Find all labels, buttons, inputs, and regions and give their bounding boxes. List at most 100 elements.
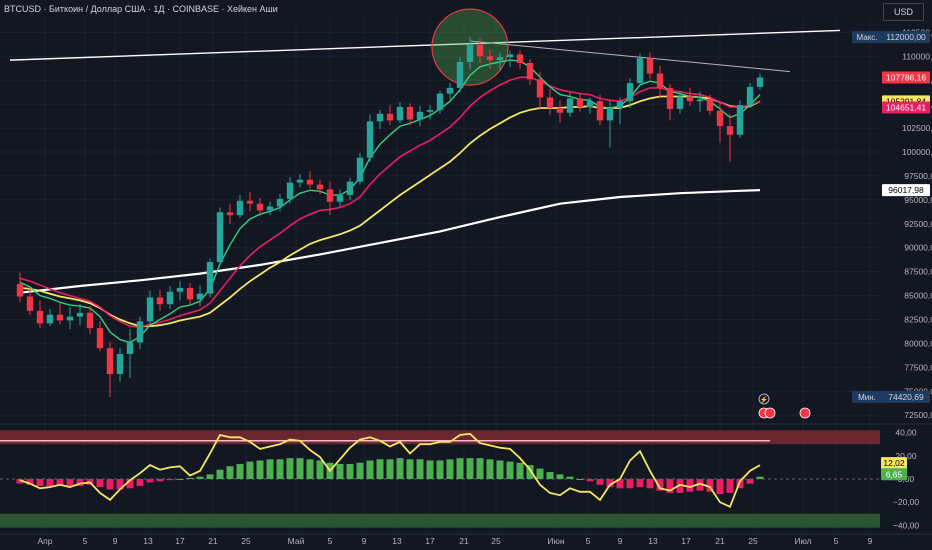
candle-body <box>266 206 274 211</box>
histogram-bar <box>346 463 354 479</box>
candle-body <box>446 87 454 94</box>
histogram-bar <box>756 476 764 479</box>
time-tick-label: 5 <box>83 536 88 546</box>
histogram-bar <box>496 460 504 479</box>
candle-body <box>66 316 74 321</box>
candle-body <box>436 93 444 110</box>
candle-body <box>486 56 494 61</box>
candle-body <box>316 184 324 190</box>
candle-body <box>576 98 584 108</box>
price-label: 74420,69 <box>888 392 924 402</box>
candle-body <box>546 97 554 108</box>
oscillator-value-bg <box>881 457 907 470</box>
candle-body <box>76 312 84 317</box>
histogram-bar <box>566 476 574 479</box>
candle-body <box>706 99 714 111</box>
event-marker-icon <box>764 407 776 419</box>
oscillator-value-label: 12,02 <box>883 458 905 468</box>
candle-body <box>536 79 544 98</box>
candle-body <box>526 62 534 80</box>
histogram-bar <box>276 459 284 479</box>
price-label-prefix-bg <box>852 31 882 44</box>
histogram-bar <box>576 479 584 480</box>
histogram-bar <box>406 459 414 479</box>
chart-title: BTCUSD · Биткоин / Доллар США · 1Д · COI… <box>4 4 278 14</box>
histogram-bar <box>196 476 204 479</box>
histogram-bar <box>286 458 294 479</box>
candle-body <box>16 284 24 297</box>
histogram-bar <box>126 479 134 489</box>
histogram-bar <box>666 479 674 493</box>
candle-body <box>226 212 234 216</box>
candle-body <box>326 189 334 202</box>
histogram <box>16 458 764 495</box>
histogram-bar <box>16 479 24 484</box>
candle-body <box>596 101 604 121</box>
candle-body <box>556 107 564 113</box>
candle-body <box>206 262 214 294</box>
histogram-bar <box>316 460 324 479</box>
candle-body <box>696 99 704 102</box>
histogram-bar <box>26 479 34 485</box>
histogram-bar <box>606 479 614 488</box>
histogram-bar <box>256 460 264 479</box>
candle-body <box>106 348 114 375</box>
event-marker-icon <box>799 407 811 419</box>
candle-body <box>336 195 344 202</box>
histogram-bar <box>166 479 174 481</box>
time-tick-label: 5 <box>328 536 333 546</box>
time-tick-label: 17 <box>681 536 691 546</box>
price-tick-label: 72500,00 <box>904 410 932 420</box>
price-label-prefix: Мин. <box>858 393 876 402</box>
oscillator-line <box>19 432 761 509</box>
upper-trendline <box>9 29 841 61</box>
price-label-bg <box>882 31 930 44</box>
price-tick-label: 87500,00 <box>904 267 932 277</box>
time-tick-label: 17 <box>425 536 435 546</box>
price-tick-label: 85000,00 <box>904 291 932 301</box>
candle-body <box>746 86 754 106</box>
time-tick-label: 5 <box>586 536 591 546</box>
candle-body <box>346 181 354 196</box>
histogram-bar <box>136 479 144 486</box>
price-label-prefix-bg <box>852 390 882 403</box>
price-tick-label: 97500,00 <box>904 171 932 181</box>
candle-body <box>116 353 124 375</box>
price-label: 105291,84 <box>886 96 926 106</box>
histogram-bar <box>686 479 694 492</box>
histogram-bar <box>226 466 234 479</box>
time-tick-label: 9 <box>113 536 118 546</box>
price-tick-label: 80000,00 <box>904 338 932 348</box>
candle-body <box>506 54 514 58</box>
candle-body <box>26 296 34 311</box>
histogram-bar <box>146 479 154 483</box>
histogram-bar <box>706 479 714 492</box>
oscillator-tick-label: −40,00 <box>893 520 920 530</box>
candle-body <box>476 44 484 57</box>
ema-fast-line <box>19 59 761 344</box>
time-tick-label: 9 <box>868 536 873 546</box>
currency-button[interactable]: USD <box>882 3 924 21</box>
candle-body <box>376 113 384 122</box>
histogram-bar <box>526 465 534 479</box>
time-tick-label: 13 <box>392 536 402 546</box>
histogram-bar <box>216 469 224 479</box>
price-tick-label: 110000,00 <box>902 51 932 61</box>
oscillator-value-label: 6,65 <box>886 469 903 479</box>
time-tick-label: Июл <box>794 536 811 546</box>
time-tick-label: 13 <box>143 536 153 546</box>
histogram-bar <box>436 460 444 479</box>
histogram-bar <box>156 479 164 482</box>
histogram-bar <box>556 474 564 479</box>
time-tick-label: 21 <box>715 536 725 546</box>
time-tick-label: 5 <box>834 536 839 546</box>
candle-body <box>216 212 224 263</box>
candle-body <box>756 77 764 87</box>
histogram-bar <box>486 459 494 479</box>
candle-body <box>256 203 264 211</box>
histogram-bar <box>66 479 74 488</box>
histogram-bar <box>426 460 434 479</box>
histogram-bar <box>376 459 384 479</box>
time-tick-label: Апр <box>38 536 53 546</box>
candle-body <box>716 110 724 127</box>
